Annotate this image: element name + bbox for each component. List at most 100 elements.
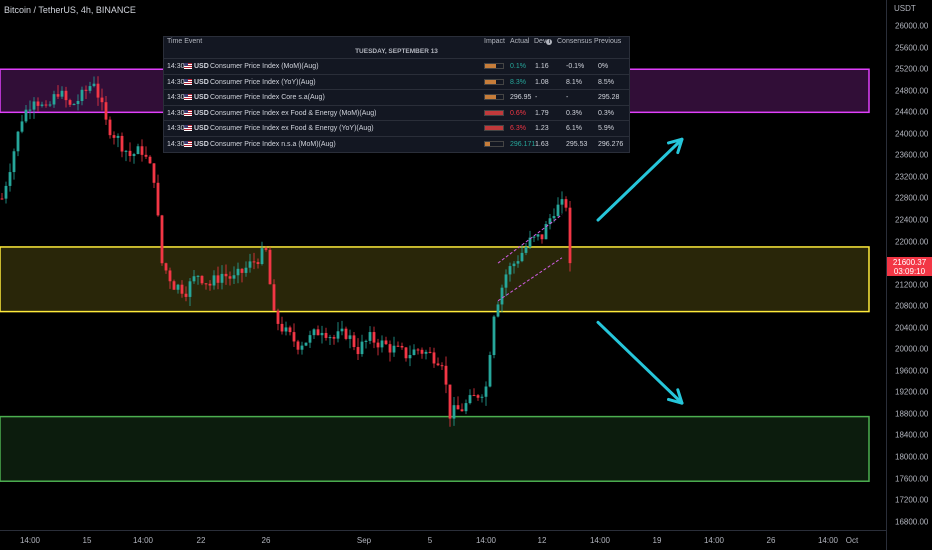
event-row[interactable]: 14:30 USD Consumer Price Index (YoY)(Aug) 8… bbox=[164, 73, 629, 90]
candle-body bbox=[564, 199, 568, 208]
candle-body bbox=[48, 104, 52, 106]
price-tick-label: 18000.00 bbox=[895, 452, 929, 462]
candle-body bbox=[32, 101, 36, 110]
candle-body bbox=[464, 403, 468, 412]
impact-bar-fill bbox=[485, 110, 503, 115]
time-tick-label: Oct bbox=[845, 536, 859, 545]
events-date: TUESDAY, SEPTEMBER 13 bbox=[355, 48, 438, 55]
candle-body bbox=[504, 274, 508, 288]
event-row[interactable]: 14:30 USD Consumer Price Index Core s.a(Au… bbox=[164, 89, 629, 105]
price-tick-label: 24400.00 bbox=[895, 107, 929, 117]
time-tick-label: 5 bbox=[427, 536, 433, 545]
impact-bar-fill bbox=[485, 142, 491, 146]
time-axis-divider bbox=[0, 530, 886, 531]
time-tick-label: 14:00 bbox=[475, 536, 497, 545]
candle-body bbox=[88, 86, 92, 91]
candle-body bbox=[116, 135, 120, 138]
price-tick-label: 18400.00 bbox=[895, 430, 929, 440]
candle-body bbox=[176, 284, 180, 290]
event-row[interactable]: 14:30 USD Consumer Price Index n.s.a (MoM)… bbox=[164, 136, 629, 152]
candle-body bbox=[384, 340, 388, 345]
event-deviation: - bbox=[535, 94, 538, 102]
time-tick-label: 26 bbox=[261, 536, 271, 545]
candle-body bbox=[516, 261, 520, 264]
candle-body bbox=[208, 283, 212, 286]
candle-body bbox=[140, 146, 144, 155]
candle-body bbox=[316, 329, 320, 336]
price-tick-label: 22800.00 bbox=[895, 193, 929, 203]
time-tick-label: 22 bbox=[196, 536, 206, 545]
price-tick-label: 24800.00 bbox=[895, 86, 929, 96]
candle-body bbox=[152, 163, 156, 183]
candle-body bbox=[248, 261, 252, 268]
price-tick-label: 19200.00 bbox=[895, 387, 929, 397]
us-flag-icon bbox=[184, 141, 192, 147]
candle-body bbox=[260, 248, 264, 265]
candle-body bbox=[216, 275, 220, 283]
event-time: 14:30 bbox=[167, 94, 185, 102]
candle-body bbox=[148, 156, 152, 164]
event-time: 14:30 bbox=[167, 63, 185, 70]
candle-body bbox=[540, 234, 544, 240]
candle-body bbox=[112, 135, 116, 138]
candle-body bbox=[568, 207, 572, 264]
event-name: Consumer Price Index (YoY)(Aug) bbox=[210, 78, 316, 86]
candle-body bbox=[160, 215, 164, 264]
impact-bar bbox=[484, 78, 504, 85]
header-dev: Dev i bbox=[534, 38, 553, 45]
impact-bar-fill bbox=[485, 79, 496, 84]
impact-bar bbox=[484, 125, 504, 132]
candle-body bbox=[456, 405, 460, 410]
impact-bar-fill bbox=[485, 126, 503, 131]
candle-body bbox=[276, 310, 280, 324]
arrow-shaft bbox=[596, 137, 684, 222]
header-impact: Impact bbox=[484, 38, 506, 45]
info-icon[interactable]: i bbox=[546, 39, 553, 45]
candle-body bbox=[484, 386, 488, 397]
candle-body bbox=[372, 332, 376, 343]
impact-bar bbox=[484, 109, 504, 116]
arrow-head bbox=[666, 137, 684, 155]
candle-body bbox=[256, 262, 260, 265]
arrow-up bbox=[596, 137, 684, 222]
candle-body bbox=[168, 270, 172, 282]
candle-body bbox=[524, 247, 528, 253]
impact-bar bbox=[484, 94, 504, 101]
candle-body bbox=[536, 234, 540, 237]
events-header: Time Event Impact Actual Dev i Consensus… bbox=[164, 37, 629, 47]
price-chart[interactable] bbox=[0, 0, 886, 530]
candle-body bbox=[204, 283, 208, 285]
event-country: USD bbox=[194, 78, 209, 86]
bar-countdown: 03:09:10 bbox=[893, 267, 926, 276]
candle-body bbox=[412, 349, 416, 356]
candle-body bbox=[224, 273, 228, 277]
us-flag-icon bbox=[184, 109, 192, 116]
last-price: 21600.37 bbox=[892, 258, 927, 267]
event-consensus: -0.1% bbox=[566, 63, 585, 70]
candle-body bbox=[244, 267, 248, 273]
event-row[interactable]: 14:30 USD Consumer Price Index (MoM)(Aug) 0… bbox=[164, 58, 629, 74]
price-tick-label: 25200.00 bbox=[895, 64, 929, 74]
event-previous: 5.9% bbox=[598, 125, 614, 133]
candle-body bbox=[84, 89, 88, 91]
candle-body bbox=[312, 329, 316, 336]
price-tick-label: 22400.00 bbox=[895, 215, 929, 225]
candle-body bbox=[280, 323, 284, 332]
candle-body bbox=[156, 182, 160, 216]
event-actual: 296.95 bbox=[510, 94, 532, 102]
price-axis-divider bbox=[886, 0, 887, 550]
event-actual: 296.171 bbox=[510, 141, 536, 148]
event-consensus: - bbox=[566, 94, 569, 102]
candle-body bbox=[52, 94, 56, 105]
candle-body bbox=[308, 335, 312, 343]
candle-body bbox=[80, 89, 84, 101]
candle-body bbox=[192, 276, 196, 282]
event-row[interactable]: 14:30 USD Consumer Price Index ex Food & E… bbox=[164, 104, 629, 121]
candle-body bbox=[408, 355, 412, 359]
time-tick-label: 14:00 bbox=[19, 536, 41, 545]
candle-body bbox=[348, 335, 352, 339]
event-row[interactable]: 14:30 USD Consumer Price Index ex Food & E… bbox=[164, 120, 629, 136]
candle-body bbox=[520, 252, 524, 262]
candle-body bbox=[108, 119, 112, 136]
